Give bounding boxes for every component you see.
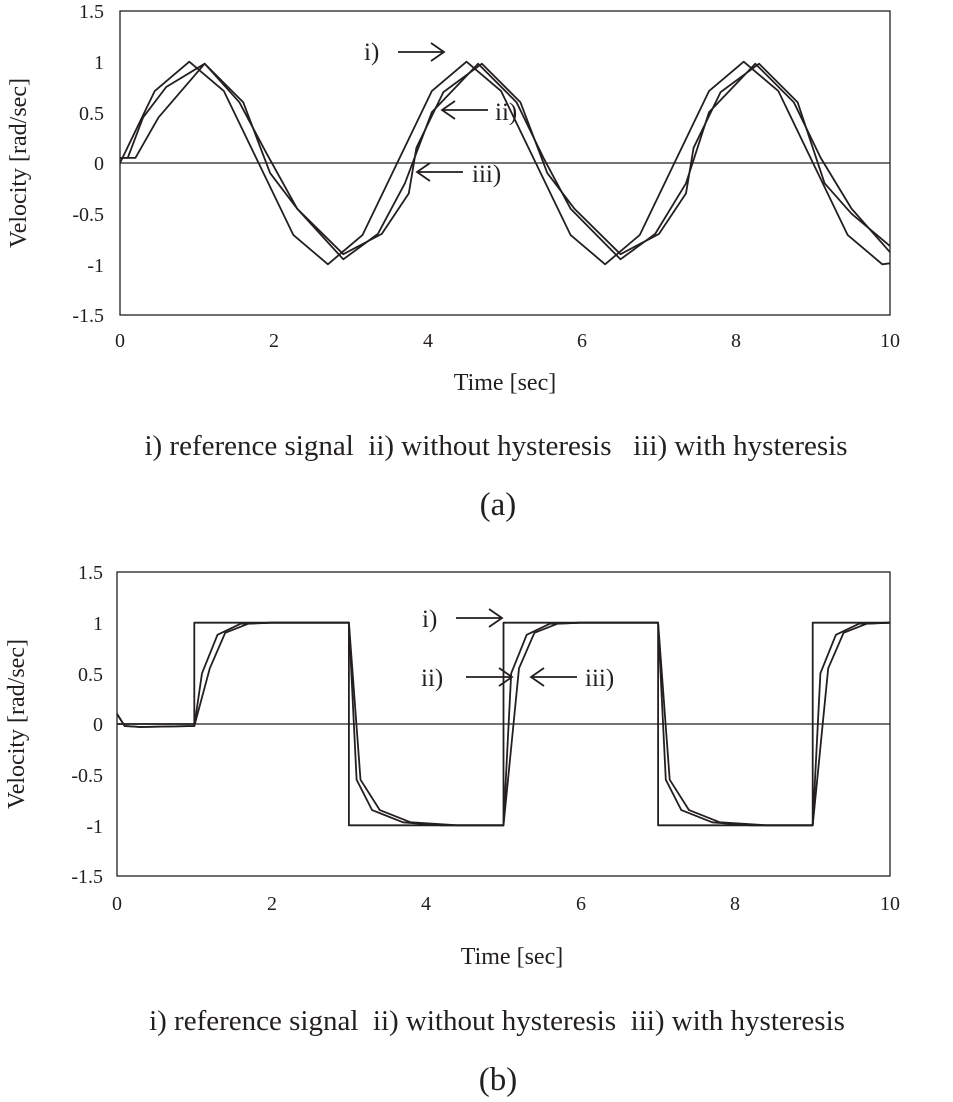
- arrow-left-icon: [415, 162, 463, 182]
- y-tick-label: 1: [94, 52, 104, 74]
- annotations-b: i) ii) iii): [421, 606, 614, 692]
- x-tick-label: 2: [267, 893, 277, 915]
- y-ticks-b: 1.5 1 0.5 0 -0.5 -1 -1.5: [71, 562, 103, 888]
- arrow-left-icon: [440, 100, 488, 120]
- x-tick-label: 2: [269, 330, 279, 352]
- y-ticks-a: 1.5 1 0.5 0 -0.5 -1 -1.5: [72, 1, 104, 327]
- y-tick-label: -1.5: [71, 866, 103, 888]
- y-axis-title-a: Velocity [rad/sec]: [6, 78, 32, 248]
- x-axis-title-a: Time [sec]: [454, 370, 556, 396]
- x-ticks-b: 0 2 4 6 8 10: [112, 893, 900, 915]
- panel-b: 1.5 1 0.5 0 -0.5 -1 -1.5 0 2 4 6 8 10 Ti…: [4, 562, 900, 1098]
- annotation-ii-label: ii): [421, 665, 443, 692]
- legend-caption-a: i) reference signal ii) without hysteres…: [144, 430, 847, 462]
- x-tick-label: 0: [112, 893, 122, 915]
- y-tick-label: -0.5: [71, 765, 103, 787]
- panel-label-b: (b): [479, 1062, 517, 1098]
- x-tick-label: 6: [576, 893, 586, 915]
- series-line-i: [119, 60, 891, 266]
- y-tick-label: -1: [87, 255, 104, 277]
- arrow-right-icon: [456, 608, 504, 628]
- x-tick-label: 10: [880, 893, 900, 915]
- x-tick-label: 8: [731, 330, 741, 352]
- series-b: [116, 621, 891, 827]
- x-tick-label: 8: [730, 893, 740, 915]
- y-tick-label: -1.5: [72, 305, 104, 327]
- annotation-i-label: i): [422, 606, 437, 633]
- series-line-ii: [120, 62, 891, 261]
- series-line-i: [117, 621, 890, 827]
- x-tick-label: 4: [423, 330, 433, 352]
- y-tick-label: 1: [93, 613, 103, 635]
- y-tick-label: 0.5: [79, 103, 104, 125]
- y-tick-label: 1.5: [79, 1, 104, 23]
- y-tick-label: 1.5: [78, 562, 103, 584]
- y-axis-title-b: Velocity [rad/sec]: [4, 639, 30, 809]
- x-tick-label: 6: [577, 330, 587, 352]
- arrow-left-icon: [529, 667, 577, 687]
- panel-label-a: (a): [480, 487, 517, 523]
- y-tick-label: -0.5: [72, 204, 104, 226]
- series-line-iii: [120, 62, 891, 256]
- annotations-a: i) ii) iii): [364, 39, 517, 188]
- annotation-iii-label: iii): [585, 665, 614, 692]
- x-tick-label: 0: [115, 330, 125, 352]
- x-ticks-a: 0 2 4 6 8 10: [115, 330, 900, 352]
- y-tick-label: 0: [94, 153, 104, 175]
- annotation-ii-label: ii): [495, 99, 517, 126]
- y-tick-label: 0: [93, 714, 103, 736]
- y-tick-label: 0.5: [78, 664, 103, 686]
- arrow-right-icon: [398, 42, 446, 62]
- series-line-iii: [116, 621, 891, 827]
- arrow-right-icon: [466, 667, 514, 687]
- y-tick-label: -1: [86, 816, 103, 838]
- series-a: [119, 60, 891, 266]
- panel-a: 1.5 1 0.5 0 -0.5 -1 -1.5 0 2 4 6 8 10 Ti…: [6, 1, 900, 523]
- x-tick-label: 10: [880, 330, 900, 352]
- annotation-iii-label: iii): [472, 161, 501, 188]
- x-tick-label: 4: [421, 893, 431, 915]
- annotation-i-label: i): [364, 39, 379, 66]
- x-axis-title-b: Time [sec]: [461, 944, 563, 970]
- legend-caption-b: i) reference signal ii) without hysteres…: [149, 1005, 845, 1037]
